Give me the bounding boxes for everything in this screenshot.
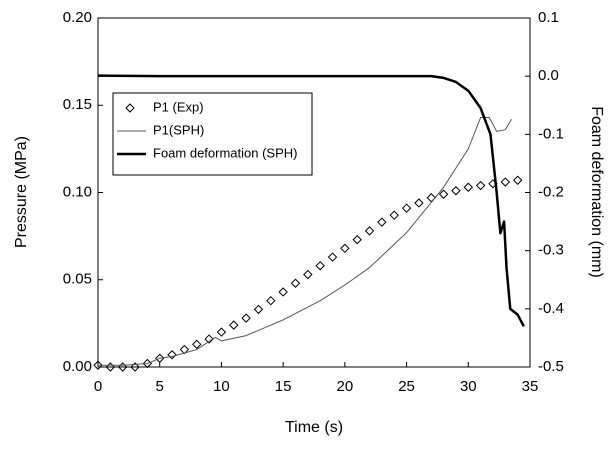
x-tick-label: 10	[213, 378, 230, 395]
data-point	[352, 234, 362, 245]
y-tick-label: 0.20	[63, 9, 92, 26]
data-point	[216, 327, 227, 337]
x-axis-label: Time (s)	[285, 419, 343, 436]
x-tick-label: 15	[275, 378, 292, 395]
data-point	[512, 175, 523, 185]
y2-tick-label: 0.0	[538, 67, 559, 84]
data-line	[97, 74, 525, 327]
data-point	[204, 334, 214, 344]
data-point	[500, 177, 511, 187]
x-tick-label: 30	[460, 378, 477, 395]
data-point	[377, 217, 387, 227]
y2-tick-label: -0.1	[538, 125, 564, 142]
plot-frame	[97, 17, 531, 368]
y2-axis-label: Foam deformation (mm)	[588, 106, 605, 278]
data-point	[438, 189, 449, 199]
data-point	[340, 243, 350, 254]
data-point	[290, 278, 301, 288]
data-point	[266, 295, 276, 306]
data-point	[241, 313, 251, 323]
data-point	[463, 182, 473, 192]
data-point	[426, 193, 436, 203]
legend-marker	[125, 103, 135, 113]
data-point	[389, 210, 399, 220]
data-point	[155, 353, 165, 363]
legend-label: Foam deformation (SPH)	[153, 145, 298, 160]
data-point	[315, 261, 325, 271]
y2-tick-label: -0.5	[538, 358, 564, 375]
y-axis-label: Pressure (MPa)	[13, 136, 30, 248]
data-point	[93, 360, 103, 370]
y-tick-label: 0.10	[63, 183, 92, 200]
y2-tick-label: -0.4	[538, 300, 564, 317]
data-point	[451, 186, 461, 196]
data-point	[475, 180, 486, 191]
data-point	[327, 252, 338, 262]
y-tick-label: 0.15	[63, 96, 92, 113]
y-tick-label: 0.00	[63, 358, 92, 375]
x-tick-label: 25	[398, 378, 415, 395]
data-point	[414, 198, 424, 208]
data-point	[167, 350, 177, 360]
data-point	[364, 226, 375, 236]
data-point	[229, 320, 239, 330]
data-line	[98, 116, 512, 366]
y-tick-label: 0.05	[63, 271, 92, 288]
legend-label: P1(SPH)	[153, 122, 204, 137]
legend-box	[112, 92, 313, 176]
y2-tick-label: -0.2	[538, 183, 564, 200]
data-point	[401, 203, 412, 213]
x-tick-label: 20	[337, 378, 354, 395]
y2-tick-label: 0.1	[538, 9, 559, 26]
data-point	[192, 339, 202, 350]
data-point	[253, 304, 264, 315]
data-point	[303, 269, 313, 280]
data-point	[130, 362, 140, 372]
y2-tick-label: -0.3	[538, 242, 564, 259]
x-tick-label: 35	[522, 378, 539, 395]
legend-label: P1 (Exp)	[153, 99, 204, 114]
data-point	[278, 287, 288, 297]
x-tick-label: 0	[94, 378, 102, 395]
x-tick-label: 5	[156, 378, 164, 395]
